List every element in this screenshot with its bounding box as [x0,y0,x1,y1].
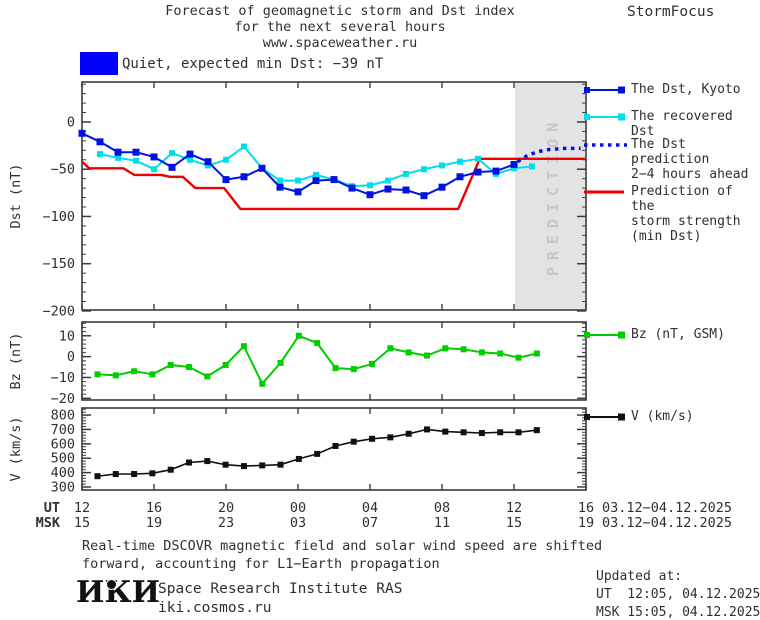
legend-item-dst-kyoto: The Dst, Kyoto [584,82,741,97]
iki-logo-satellite-icon [106,579,117,590]
msk-axis-row: MSK 15 19 23 03 07 11 15 19 03.12−04.12.2025 [36,515,732,531]
legend-item-storm-strength-prediction: Prediction of the storm strength (min Dst) [584,184,760,244]
iki-logo: ИКИ [76,577,160,609]
y-tick-label: 700 [51,422,75,438]
y-tick-label: 0 [67,114,75,130]
y-tick-label: 10 [59,328,75,344]
updated-label: Updated at: [596,569,683,584]
series-dst-prediction-2-4h [516,146,581,164]
square-line-legend-marker [584,86,625,94]
legend-item-dst-prediction: The Dst prediction 2−4 hours ahead [584,137,760,182]
legend-label-bz-gsm: Bz (nT, GSM) [631,327,725,342]
panel-frame [81,81,587,311]
msk-tick-label: 11 [434,515,450,531]
series-dst-kyoto-markers [78,129,518,200]
legend-label-dst-kyoto: The Dst, Kyoto [631,82,741,97]
title-line-1: Forecast of geomagnetic storm and Dst in… [165,3,515,19]
msk-axis-label: MSK [36,515,61,531]
v-legend: V (km/s) [584,409,760,429]
series-storm-strength-prediction [81,157,586,211]
prediction-zone [515,83,585,309]
prediction-zone-label: PREDICTION [544,116,562,276]
ut-tick-label: 00 [290,500,306,516]
bz-legend: Bz (nT, GSM) [584,327,760,347]
panel-dst: PREDICTION 0 −50 −100 −150 −200 Dst (nT) [8,81,587,319]
forecast-charts: PREDICTION 0 −50 −100 −150 −200 Dst (nT) 10 0 −10… [8,81,732,531]
legend-item-recovered-dst: The recovered Dst [584,109,760,139]
ut-tick-label: 12 [74,500,90,516]
y-tick-label: 400 [51,465,75,481]
y-tick-label: 300 [51,479,75,495]
brand-stormfocus: StormFocus [627,4,715,20]
dst-legend: The Dst, Kyoto The recovered Dst The Dst p… [584,82,760,244]
y-tick-label: −150 [42,256,75,272]
y-tick-label: 0 [67,349,75,365]
footnote-line-2: forward, accounting for L1−Earth propaga… [82,556,440,572]
legend-label-recovered-dst: The recovered Dst [631,109,733,139]
y-tick-label: −20 [51,391,75,407]
panel-bz: 10 0 −10 −20 Bz (nT) [8,321,587,407]
institute-site: iki.cosmos.ru [158,600,272,616]
ut-axis-label: UT [44,500,60,516]
y-axis-title: V (km/s) [8,416,24,481]
msk-tick-label: 03 [290,515,306,531]
updated-block: Updated at: UT 12:05, 04.12.2025 MSK 15:… [596,568,760,620]
institute-name: Space Research Institute RAS [158,581,403,597]
storm-level-label: Quiet, expected min Dst: −39 nT [122,56,384,72]
ut-tick-label: 16 [146,500,162,516]
square-line-legend-marker [584,331,625,339]
y-tick-label: 800 [51,408,75,424]
title-line-3: www.spaceweather.ru [262,35,418,51]
footnote-line-1: Real-time DSCOVR magnetic field and sola… [82,538,603,554]
msk-tick-label: 23 [218,515,234,531]
y-axis-title: Bz (nT) [8,333,24,390]
legend-label-dst-prediction: The Dst prediction 2−4 hours ahead [631,137,749,182]
legend-label-solar-wind-speed: V (km/s) [631,409,694,424]
y-tick-label: −10 [51,370,75,386]
y-tick-label: −50 [51,162,75,178]
updated-ut: UT 12:05, 04.12.2025 [596,587,760,602]
updated-msk: MSK 15:05, 04.12.2025 [596,605,760,620]
y-tick-label: 500 [51,451,75,467]
page-title: Forecast of geomagnetic storm and Dst in… [90,3,590,51]
msk-tick-label: 19 [578,515,594,531]
y-tick-label: −200 [42,303,75,319]
ut-tick-label: 12 [506,500,522,516]
legend-item-solar-wind-speed: V (km/s) [584,409,694,424]
iki-logo-text: ИКИ [76,575,160,610]
msk-date-range: 03.12−04.12.2025 [602,515,732,531]
square-line-legend-marker [584,413,625,421]
ut-axis-row: UT 12 16 20 00 04 08 12 16 03.12−04.12.2025 [44,500,732,516]
ut-tick-label: 16 [578,500,594,516]
msk-tick-label: 19 [146,515,162,531]
legend-label-storm-strength-prediction: Prediction of the storm strength (min Dst) [631,184,741,244]
y-tick-label: −100 [42,209,75,225]
square-line-legend-marker [584,113,625,121]
dotted-legend-marker [584,143,627,147]
line-legend-marker [584,190,624,194]
ut-tick-label: 04 [362,500,378,516]
legend-item-bz-gsm: Bz (nT, GSM) [584,327,725,342]
y-tick-label: 600 [51,436,75,452]
panel-frame [81,407,587,491]
msk-tick-label: 15 [506,515,522,531]
ut-tick-label: 20 [218,500,234,516]
series-solar-wind-speed-markers [94,426,540,480]
storm-level-color-box [80,52,118,75]
series-bz-gsm-markers [94,332,540,387]
msk-tick-label: 15 [74,515,90,531]
footnote: Real-time DSCOVR magnetic field and sola… [82,537,602,573]
ut-date-range: 03.12−04.12.2025 [602,500,732,516]
title-line-2: for the next several hours [234,19,446,35]
y-axis-title: Dst (nT) [8,163,24,228]
ut-tick-label: 08 [434,500,450,516]
institute-block: Space Research Institute RAS iki.cosmos.… [158,580,402,618]
panel-frame [81,321,587,401]
msk-tick-label: 07 [362,515,378,531]
